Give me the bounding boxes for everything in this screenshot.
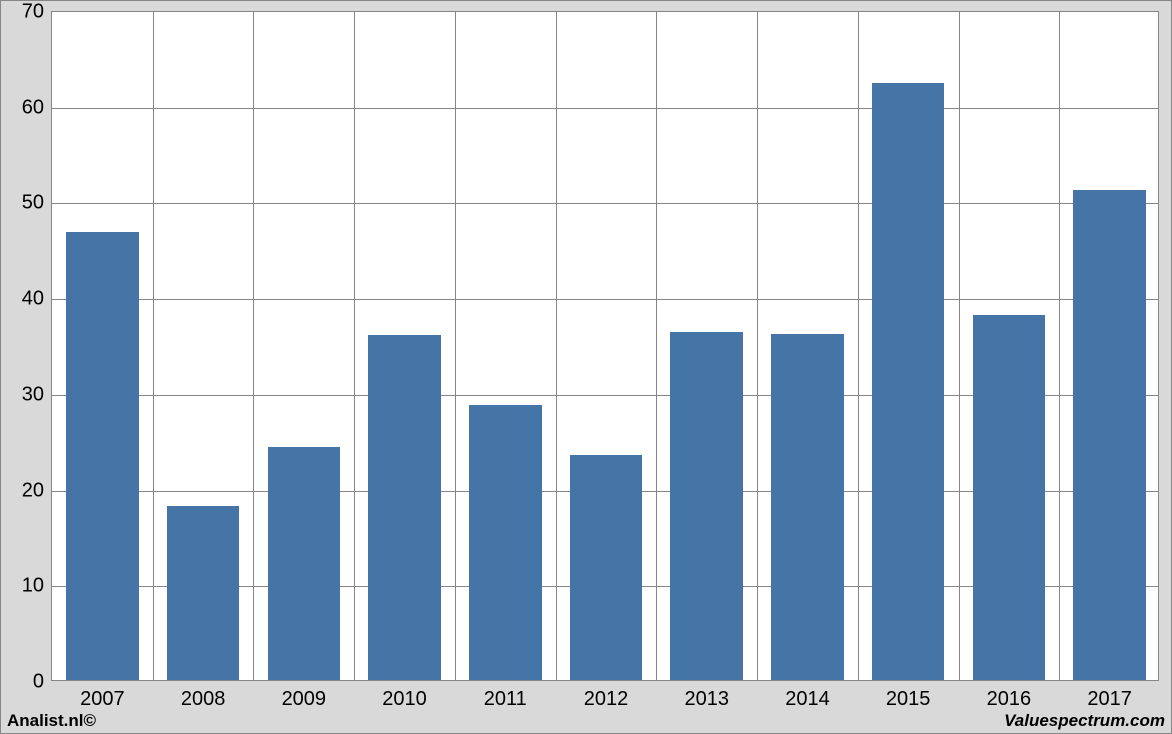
- gridline-v: [455, 12, 456, 680]
- x-tick-label: 2015: [886, 688, 931, 711]
- bar: [570, 455, 643, 680]
- x-tick-label: 2008: [181, 688, 226, 711]
- gridline-v: [858, 12, 859, 680]
- bar: [368, 335, 441, 680]
- x-tick-label: 2014: [785, 688, 830, 711]
- gridline-h: [52, 108, 1158, 109]
- gridline-v: [1059, 12, 1060, 680]
- x-tick-label: 2013: [684, 688, 729, 711]
- x-tick-label: 2011: [484, 688, 527, 711]
- gridline-v: [556, 12, 557, 680]
- y-tick-label: 30: [22, 383, 44, 406]
- gridline-v: [153, 12, 154, 680]
- gridline-v: [656, 12, 657, 680]
- y-tick-label: 20: [22, 479, 44, 502]
- y-tick-label: 40: [22, 288, 44, 311]
- gridline-v: [354, 12, 355, 680]
- gridline-v: [253, 12, 254, 680]
- bar: [469, 405, 542, 680]
- x-tick-label: 2016: [987, 688, 1032, 711]
- y-tick-label: 0: [33, 671, 44, 694]
- x-tick-label: 2012: [584, 688, 629, 711]
- x-tick-label: 2007: [80, 688, 125, 711]
- bar: [872, 83, 945, 680]
- bar: [973, 315, 1046, 680]
- bar: [670, 332, 743, 680]
- x-tick-label: 2009: [282, 688, 327, 711]
- y-tick-label: 50: [22, 192, 44, 215]
- x-tick-label: 2010: [382, 688, 427, 711]
- chart-container: 0 10 20 30 40 50 60 70 2007 2008 2009 2010 2011 2012 2…: [0, 0, 1172, 734]
- y-tick-label: 70: [22, 1, 44, 24]
- footer-left-text: Analist.nl©: [7, 711, 96, 731]
- gridline-v: [757, 12, 758, 680]
- y-tick-label: 60: [22, 96, 44, 119]
- gridline-v: [959, 12, 960, 680]
- footer-right-text: Valuespectrum.com: [1004, 711, 1165, 731]
- bar: [167, 506, 240, 680]
- bar: [1073, 190, 1146, 680]
- plot-area: 0102030405060702007200820092010201120122…: [51, 11, 1159, 681]
- bar: [66, 232, 139, 680]
- gridline-h: [52, 203, 1158, 204]
- y-tick-label: 10: [22, 575, 44, 598]
- bar: [268, 447, 341, 680]
- gridline-h: [52, 299, 1158, 300]
- bar: [771, 334, 844, 680]
- x-tick-label: 2017: [1087, 688, 1132, 711]
